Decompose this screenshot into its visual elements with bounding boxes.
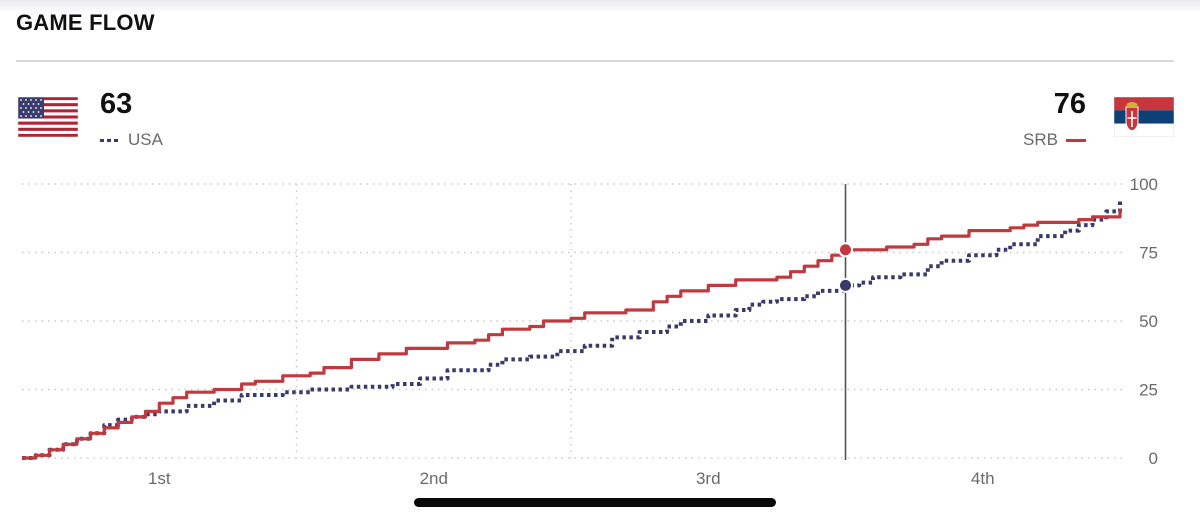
srb-score: 76 (1053, 88, 1086, 120)
usa-score: 63 (100, 88, 133, 120)
x-tick-label-1st: 1st (148, 469, 171, 488)
game-flow-chart: 0 25 50 75 100 1st 2nd 3rd 4th (22, 175, 1158, 488)
srb-legend: SRB (1023, 130, 1086, 150)
srb-legend-swatch (1066, 138, 1086, 142)
top-bar-shadow (0, 0, 1200, 14)
y-tick-label-75: 75 (1139, 244, 1158, 263)
current-point-srb (838, 242, 853, 258)
serbia-flag-icon (1114, 97, 1174, 137)
y-tick-label-50: 50 (1139, 312, 1158, 331)
title-divider (16, 60, 1174, 62)
usa-legend: USA (100, 130, 163, 150)
usa-legend-swatch (100, 138, 120, 142)
usa-flag-icon (18, 97, 78, 137)
srb-legend-label: SRB (1023, 130, 1058, 149)
usa-legend-label: USA (128, 130, 163, 149)
section-title: GAME FLOW (16, 10, 155, 35)
y-tick-label-0: 0 (1149, 449, 1158, 468)
x-tick-label-3rd: 3rd (696, 469, 721, 488)
x-tick-label-4th: 4th (971, 469, 995, 488)
series-line-usa (22, 200, 1122, 460)
series-line-srb (22, 208, 1122, 460)
home-indicator[interactable] (414, 498, 776, 507)
y-tick-label-100: 100 (1130, 175, 1158, 194)
current-point-usa (838, 277, 853, 293)
x-tick-label-2nd: 2nd (420, 469, 448, 488)
y-tick-label-25: 25 (1139, 381, 1158, 400)
